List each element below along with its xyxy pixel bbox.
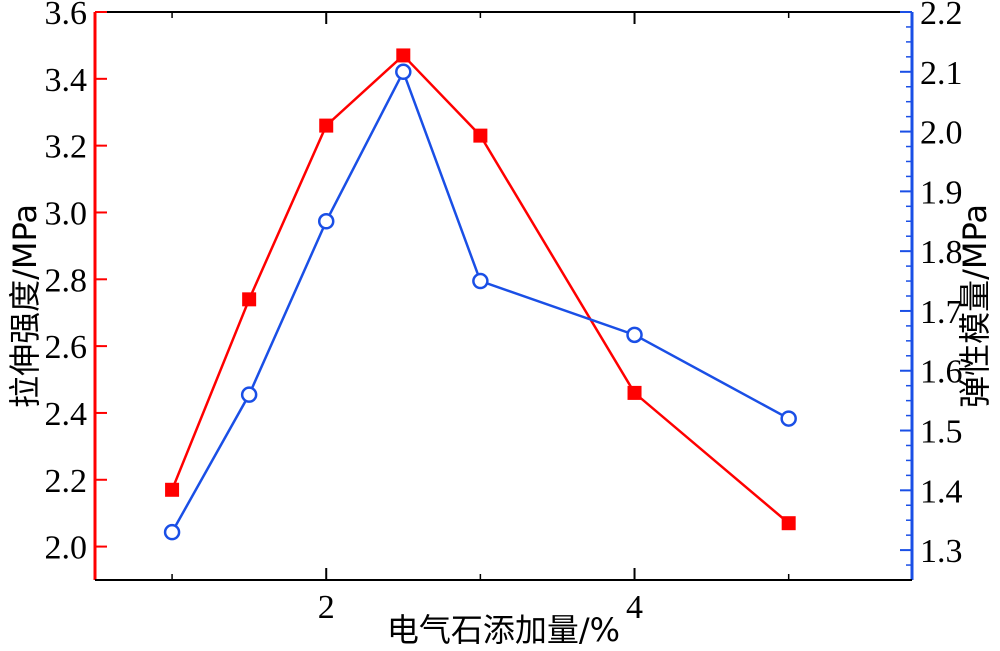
y-left-tick-label: 3.4 <box>45 62 88 99</box>
y-left-tick-label: 3.6 <box>45 0 88 32</box>
y-right-tick-label: 2.1 <box>920 55 963 92</box>
y-left-tick-label: 2.4 <box>45 396 88 433</box>
chart-axes: 2.0 2.2 2.4 2.6 2.8 3.0 3.2 3.4 3.6 1.3 1.4 1.5 1.6 1… <box>45 0 963 626</box>
data-point-square <box>627 385 642 400</box>
y-right-tick-label: 1.6 <box>920 354 963 391</box>
series-line-tensile-strength <box>170 53 790 525</box>
data-point-square <box>396 48 411 63</box>
data-point-square <box>165 482 180 497</box>
y-left-tick-label: 2.2 <box>45 463 88 500</box>
y-right-tick-label: 1.7 <box>920 294 963 331</box>
y-right-tick-label: 1.8 <box>920 234 963 271</box>
data-point-square <box>242 292 257 307</box>
data-point-circle <box>626 326 643 344</box>
data-point-square <box>319 118 334 133</box>
y-left-tick-label: 3.0 <box>45 195 88 232</box>
y-left-tick-label: 3.2 <box>45 129 88 166</box>
y-right-tick-label: 2.0 <box>920 115 963 152</box>
data-point-circle <box>317 213 335 230</box>
data-point-square <box>473 128 488 143</box>
data-point-square <box>781 516 796 531</box>
y-right-tick-label: 1.3 <box>920 533 963 570</box>
x-tick-label: 4 <box>626 589 643 626</box>
data-point-circle <box>240 386 258 403</box>
y-right-tick-label: 2.2 <box>920 0 963 32</box>
y-axis-right-title: 弹性模量/MPa <box>956 204 994 408</box>
y-left-tick-label: 2.6 <box>45 329 88 366</box>
data-point-circle <box>780 410 797 427</box>
y-right-tick-label: 1.5 <box>920 414 963 451</box>
y-right-tick-label: 1.9 <box>920 174 963 211</box>
chart-series <box>163 48 797 541</box>
y-right-tick-label: 1.4 <box>920 473 963 510</box>
data-point-circle <box>472 272 489 290</box>
x-tick-label: 2 <box>318 589 335 626</box>
x-axis-title: 电气石添加量/% <box>387 611 620 649</box>
data-point-circle <box>163 523 181 541</box>
y-left-tick-label: 2.8 <box>45 262 88 299</box>
y-left-tick-label: 2.0 <box>45 530 88 567</box>
data-point-circle <box>395 63 412 81</box>
y-axis-left-title: 拉伸强度/MPa <box>6 204 44 408</box>
